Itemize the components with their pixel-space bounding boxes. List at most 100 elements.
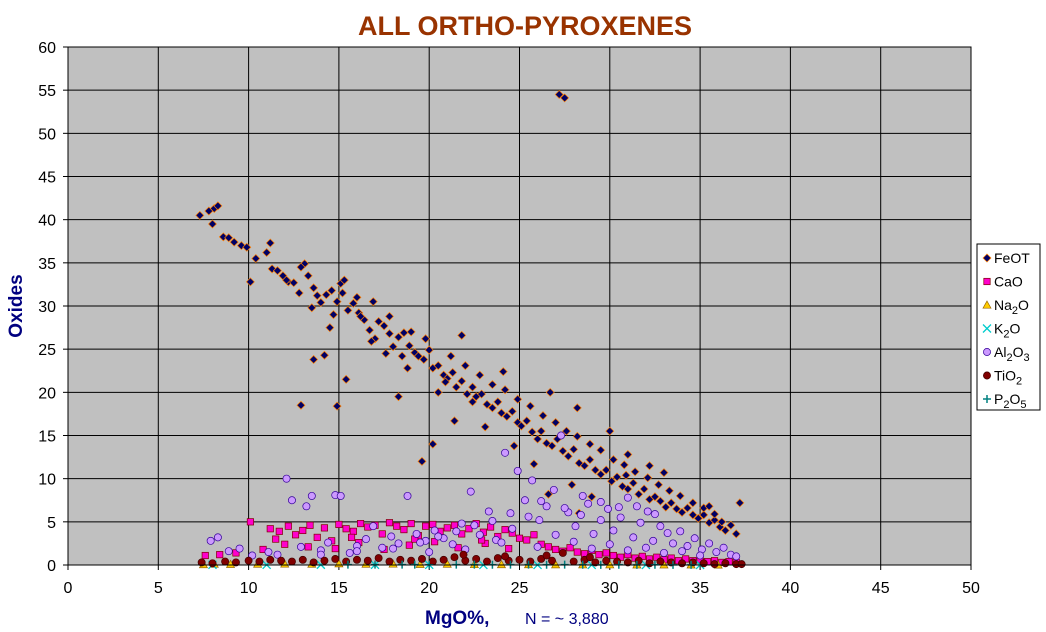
data-point-al2o3 <box>604 504 612 513</box>
data-point-feot <box>621 470 631 480</box>
data-point-feot <box>265 238 275 248</box>
data-point-feot <box>448 367 458 377</box>
data-point-feot <box>563 451 573 461</box>
data-point-cao <box>357 520 365 528</box>
series-feot <box>195 89 745 539</box>
data-point-al2o3 <box>524 512 533 521</box>
legend-label-part: TiO <box>994 368 1016 384</box>
data-point-feot <box>433 387 443 397</box>
legend-marker-na2o <box>982 300 992 309</box>
data-point-feot <box>516 421 526 431</box>
data-point-feot <box>672 504 682 514</box>
data-point-feot <box>307 303 317 313</box>
legend-label-k2o: K2O <box>994 321 1020 341</box>
y-tick-label: 35 <box>38 256 56 273</box>
data-point-al2o3 <box>636 518 645 527</box>
data-point-tio2 <box>232 558 240 567</box>
data-point-tio2 <box>439 555 448 564</box>
data-point-cao <box>501 526 509 534</box>
data-point-tio2 <box>558 548 567 557</box>
data-point-cao <box>400 526 408 534</box>
data-point-al2o3 <box>282 474 291 483</box>
data-point-al2o3 <box>629 533 638 542</box>
series-al2o3 <box>206 431 741 561</box>
data-point-feot <box>502 412 512 422</box>
data-point-tio2 <box>602 556 611 565</box>
data-point-al2o3 <box>425 548 434 557</box>
data-point-al2o3 <box>264 548 273 557</box>
data-point-al2o3 <box>676 527 685 536</box>
data-point-feot <box>303 271 313 281</box>
data-point-tio2 <box>287 557 296 566</box>
y-tick-label: 40 <box>38 213 56 230</box>
data-point-al2o3 <box>542 502 551 511</box>
data-point-feot <box>587 492 597 502</box>
data-point-feot <box>457 376 467 386</box>
data-point-feot <box>654 480 664 490</box>
data-point-feot <box>596 445 606 455</box>
data-point-feot <box>312 291 322 301</box>
data-point-feot <box>325 323 335 333</box>
x-tick-label: 25 <box>511 580 529 597</box>
data-point-al2o3 <box>369 522 378 531</box>
data-point-tio2 <box>569 557 578 566</box>
data-point-al2o3 <box>513 466 522 475</box>
legend-label-part: FeOT <box>994 250 1030 266</box>
data-point-tio2 <box>320 556 329 565</box>
data-point-al2o3 <box>533 542 542 551</box>
data-point-al2o3 <box>705 539 714 548</box>
data-point-feot <box>251 254 261 264</box>
data-point-tio2 <box>710 560 719 569</box>
data-point-feot <box>645 461 655 471</box>
data-point-feot <box>496 408 506 418</box>
data-point-cao <box>552 545 560 554</box>
data-point-feot <box>428 439 438 449</box>
data-point-feot <box>394 332 403 342</box>
data-point-feot <box>242 242 252 252</box>
data-point-feot <box>384 311 394 321</box>
data-point-feot <box>487 380 497 390</box>
data-point-tio2 <box>407 556 416 565</box>
data-point-feot <box>650 492 660 502</box>
data-point-tio2 <box>418 555 426 563</box>
legend-label-al2o3: Al2O3 <box>994 344 1030 364</box>
data-point-feot <box>397 351 407 361</box>
legend-label-part: 2 <box>1003 329 1009 341</box>
legend-label-part: O <box>1018 297 1029 313</box>
data-point-feot <box>699 510 709 520</box>
data-point-feot <box>365 325 375 335</box>
data-point-feot <box>207 219 217 229</box>
data-point-tio2 <box>699 559 708 568</box>
data-point-feot <box>381 348 391 358</box>
data-point-al2o3 <box>506 509 515 518</box>
data-point-feot <box>338 288 348 298</box>
data-point-feot <box>677 507 687 517</box>
data-point-feot <box>596 469 606 479</box>
data-point-feot <box>273 266 282 276</box>
data-point-cao <box>407 520 415 528</box>
data-point-feot <box>493 397 503 407</box>
data-point-feot <box>561 426 571 436</box>
x-tick-label: 10 <box>240 580 258 597</box>
y-tick-label: 30 <box>38 299 56 316</box>
legend-marker-cao <box>983 277 991 286</box>
data-point-feot <box>356 311 366 321</box>
y-tick-label: 15 <box>38 429 56 446</box>
data-point-feot <box>388 342 398 352</box>
data-point-cao <box>465 525 473 533</box>
data-point-feot <box>327 285 337 295</box>
legend-label-cao: CaO <box>994 274 1023 290</box>
data-point-feot <box>726 520 736 530</box>
data-point-feot <box>630 467 640 477</box>
data-point-feot <box>421 334 431 344</box>
data-point-feot <box>558 446 568 456</box>
data-point-feot <box>460 361 470 371</box>
data-point-al2o3 <box>345 548 354 557</box>
data-point-cao <box>393 522 401 530</box>
data-point-cao <box>246 518 254 526</box>
data-point-feot <box>296 400 306 410</box>
data-point-feot <box>607 476 617 486</box>
data-point-feot <box>628 478 638 488</box>
y-tick-label: 60 <box>38 40 56 57</box>
